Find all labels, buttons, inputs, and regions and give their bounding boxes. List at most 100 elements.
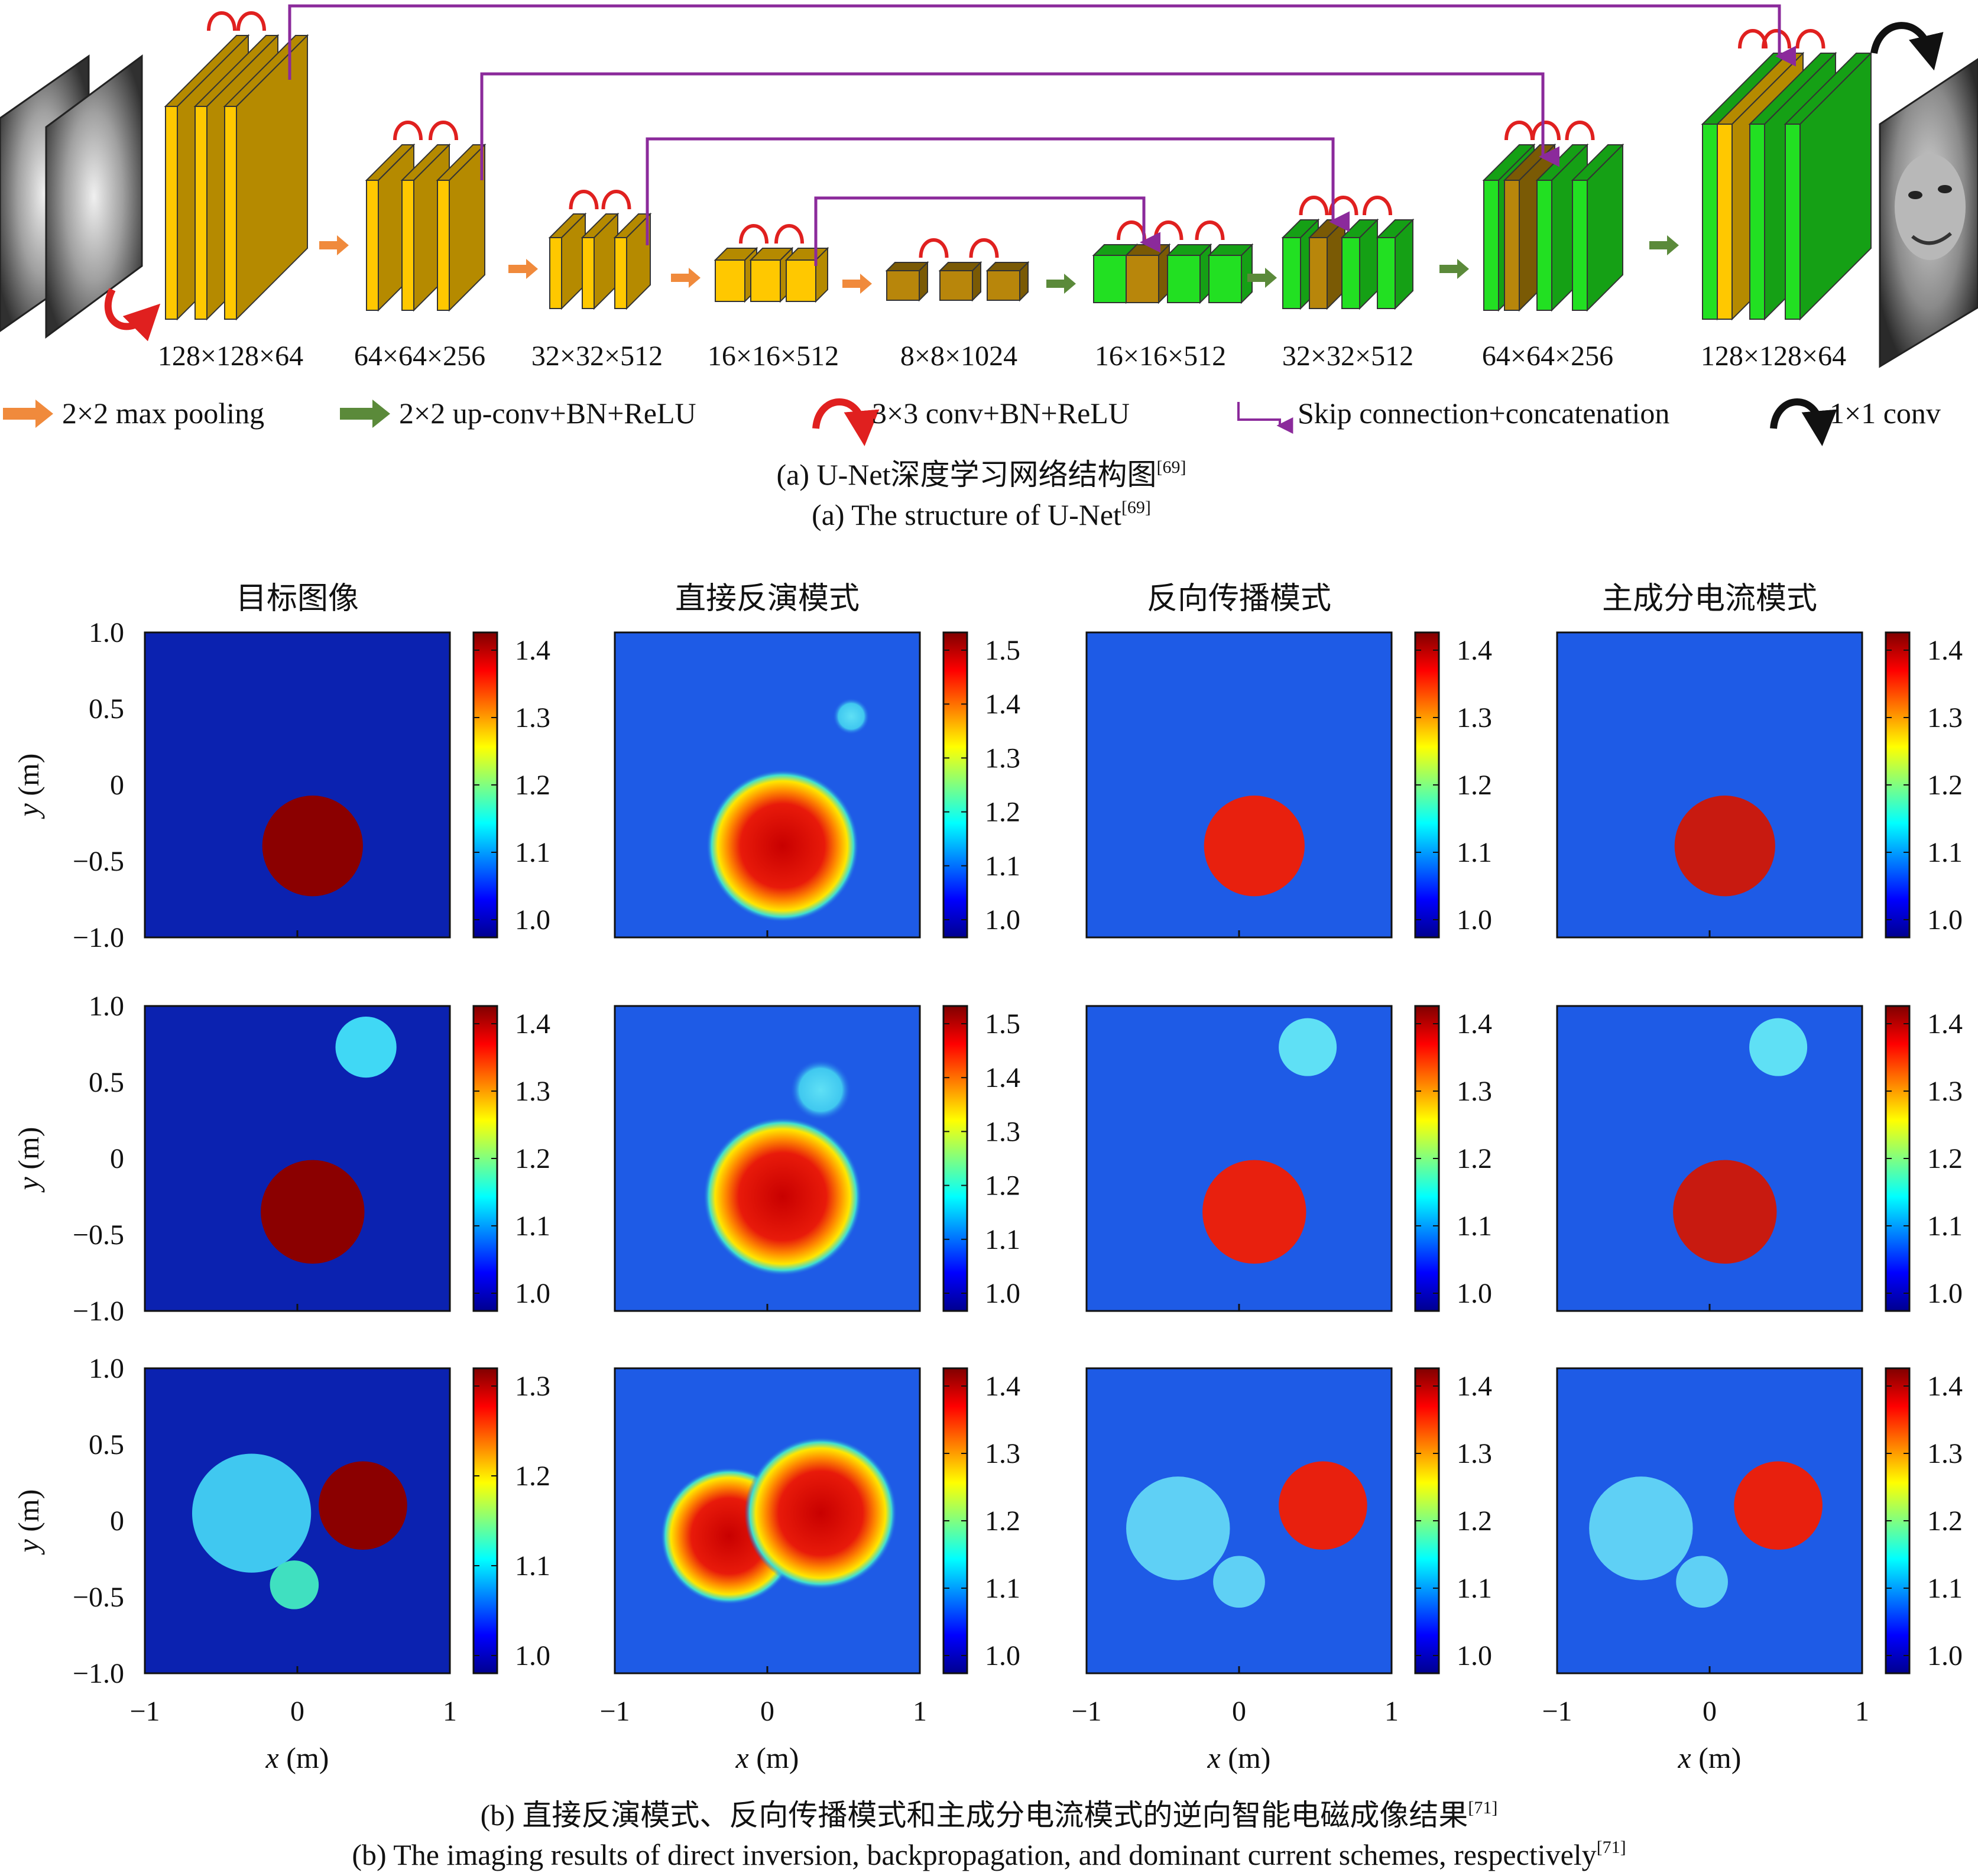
skip-connection-2 [646,137,1350,245]
conv-arc-icon [1299,196,1329,216]
colorbar-tick-label: 1.0 [985,904,1020,936]
colorbar-tick-label: 1.4 [1457,1371,1492,1402]
legend-label: Skip connection+concatenation [1298,397,1669,430]
image-panel-r1-c3: 1.4 1.3 1.2 1.1 1.0 [1085,631,1492,939]
colorbar: 1.4 1.3 1.2 1.1 1.0 [472,631,550,939]
image-panel-r3-c1: 1.3 1.2 1.1 1.0 1.0 0.5 0 −0.5 −1.0 y (m) −1 0 1 x (m… [12,1353,550,1774]
y-axis-label: y (m) [12,754,45,820]
reconstructed-blob-small [790,1059,851,1121]
unet-dim-label: 16×16×512 [708,340,839,372]
x-tick-label: −1 [599,1696,630,1727]
colorbar-tick-label: 1.2 [985,1505,1020,1537]
y-tick-label: −1.0 [73,1658,124,1689]
colorbar-tick-label: 1.2 [1457,1143,1492,1174]
legend-label: 3×3 conv+BN+ReLU [872,397,1130,430]
unet-caption-cn: (a) U-Net深度学习网络结构图[69] [777,457,1186,491]
colorbar-tick-label: 1.4 [1927,1371,1963,1402]
upconv-arrow-1 [1247,268,1277,288]
colorbar-tick-label: 1.3 [985,742,1020,774]
y-tick-label: −1.0 [73,1296,124,1327]
colorbar-tick-label: 1.4 [1927,1008,1963,1040]
unet-dim-label: 16×16×512 [1095,340,1226,372]
skip-connection-0 [288,4,1796,80]
colorbar-tick-label: 1.4 [515,1008,550,1040]
colorbar-tick-label: 1.3 [515,1076,550,1107]
reconstructed-blob-large [1126,1476,1230,1580]
colorbar-tick-label: 1.3 [1457,1438,1492,1469]
colorbar-tick-label: 1.1 [1927,1210,1963,1242]
colorbar: 1.4 1.3 1.2 1.1 1.0 [1885,1005,1963,1312]
dec2-1 [1308,218,1347,310]
y-tick-label: 0.5 [89,693,124,725]
colorbar-tick-label: 1.3 [515,1371,550,1402]
y-tick-label: 1.0 [89,991,124,1022]
pool-arrow-2 [671,268,701,288]
bottleneck-2 [985,261,1030,302]
conv-arc-icon [1328,196,1358,216]
image-panel-r3-c3: 1.4 1.3 1.2 1.1 1.0 −1 0 1 x (m) [1071,1367,1492,1774]
y-tick-label: 0.5 [89,1429,124,1460]
upconv-arrow-0 [1046,274,1076,294]
unet-dim-label: 32×32×512 [531,340,663,372]
colorbar-tick-label: 1.0 [985,1278,1020,1309]
colorbar-tick-label: 1.5 [985,1008,1020,1040]
colorbar-tick-label: 1.1 [1457,1573,1492,1604]
scatterer-circle-small [270,1560,319,1609]
colorbar-tick-label: 1.0 [1457,1278,1492,1309]
colorbar-tick-label: 1.3 [1457,702,1492,733]
x-axis-label: x (m) [735,1741,799,1774]
y-tick-label: 0.5 [89,1067,124,1098]
reconstructed-blob-small [1213,1556,1265,1608]
dec1-2 [1166,243,1212,304]
image-panel-r1-c2: 1.5 1.4 1.3 1.2 1.1 1.0 [614,631,1020,939]
y-tick-label: 1.0 [89,1353,124,1384]
colorbar-tick-label: 1.1 [1457,1210,1492,1242]
unet-caption-en: (a) The structure of U-Net[69] [812,498,1151,531]
x-axis-label: x (m) [1207,1741,1271,1774]
scatterer-circle [261,1160,365,1264]
enc4-0 [714,246,758,303]
scatterer-circle [319,1461,407,1550]
image-panel-r3-c4: 1.4 1.3 1.2 1.1 1.0 −1 0 1 x (m) [1542,1367,1963,1774]
upconv-arrow-3 [1649,235,1679,255]
colorbar-tick-label: 1.0 [1927,1278,1963,1309]
green-arrow-icon [340,400,390,428]
conv-arc-icon [919,238,949,258]
conv-arc-icon [1565,121,1595,141]
colorbar: 1.5 1.4 1.3 1.2 1.1 1.0 [942,631,1020,939]
image-panel-r2-c1: 1.4 1.3 1.2 1.1 1.0 1.0 0.5 0 −0.5 −1.0 y (m) [12,991,550,1327]
colorbar-tick-label: 1.2 [1927,1143,1963,1174]
colorbar-tick-label: 1.2 [515,1460,550,1492]
y-axis-label: y (m) [12,1127,45,1193]
enc4-2 [784,246,829,303]
colorbar-tick-label: 1.1 [1457,837,1492,868]
upconv-arrow-2 [1439,259,1469,279]
column-title-3: 主成分电流模式 [1602,582,1817,616]
unet-dim-label: 8×8×1024 [900,340,1017,372]
conv-arc-icon [969,238,999,258]
colorbar-tick-label: 1.3 [1457,1076,1492,1107]
column-title-2: 反向传播模式 [1147,582,1331,616]
x-tick-label: 0 [1232,1696,1246,1727]
input-images [0,54,161,342]
legend-item-0: 2×2 max pooling [3,397,264,430]
reconstructed-blob-small [1676,1556,1728,1608]
pool-arrow-3 [842,274,872,294]
unet-diagram: 128×128×64 64×64×256 32×32×512 16×16×512 8×8… [0,4,1978,531]
conv-arc-icon [1762,29,1791,49]
column-title-1: 直接反演模式 [675,582,860,616]
conv-arc-icon [739,224,768,244]
conv-arc-icon [1195,220,1225,241]
colorbar-tick-label: 1.2 [1927,1505,1963,1537]
conv-arc-icon [774,224,804,244]
results-caption-en: (b) The imaging results of direct invers… [352,1838,1626,1871]
colorbar-tick-label: 1.1 [1927,837,1963,868]
dec2-2 [1340,218,1379,310]
unet-dim-label: 32×32×512 [1282,340,1413,372]
legend-item-3: Skip connection+concatenation [1237,397,1669,434]
pool-arrow-0 [319,235,349,255]
colorbar-tick-label: 1.1 [515,837,550,868]
conv-arc-icon [207,11,236,31]
colorbar: 1.4 1.3 1.2 1.1 1.0 [472,1005,550,1312]
